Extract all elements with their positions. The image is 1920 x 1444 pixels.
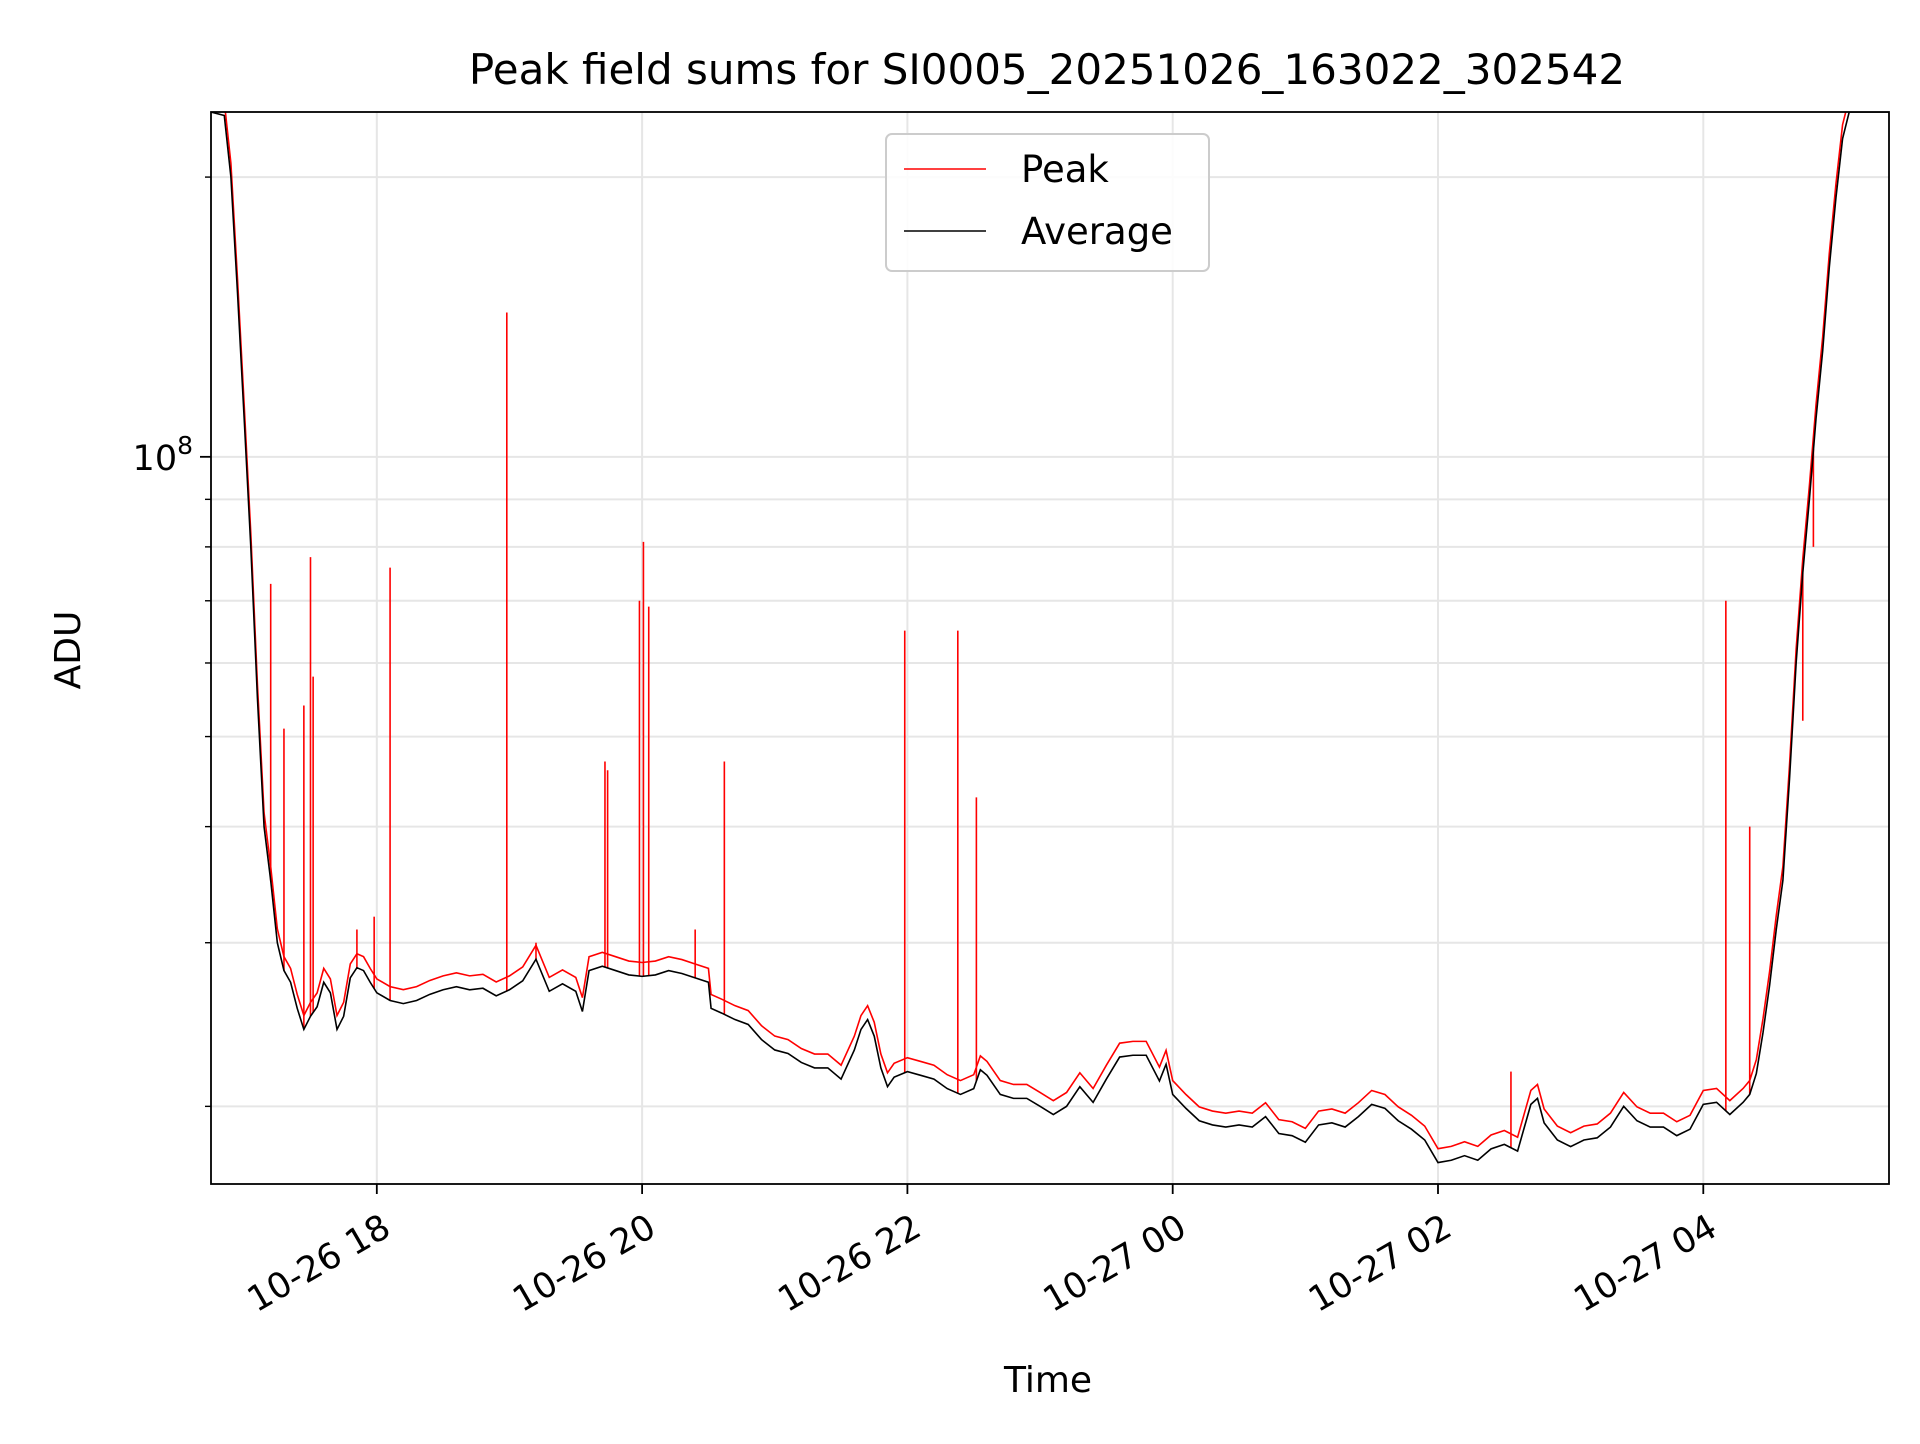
plot-frame — [210, 111, 1890, 1185]
y-tick-label: 108 — [133, 431, 193, 479]
legend-label-peak: Peak — [1021, 148, 1109, 191]
series-peak-line — [224, 112, 1847, 1150]
y-axis-label: ADU — [48, 611, 89, 690]
legend-label-average: Average — [1021, 210, 1173, 253]
legend: Peak Average — [885, 133, 1210, 272]
x-axis-label: Time — [1003, 1360, 1092, 1401]
chart-title: Peak field sums for SI0005_20251026_1630… — [469, 45, 1625, 94]
series-average-line — [211, 112, 1889, 1164]
series-layer — [211, 112, 1889, 1164]
